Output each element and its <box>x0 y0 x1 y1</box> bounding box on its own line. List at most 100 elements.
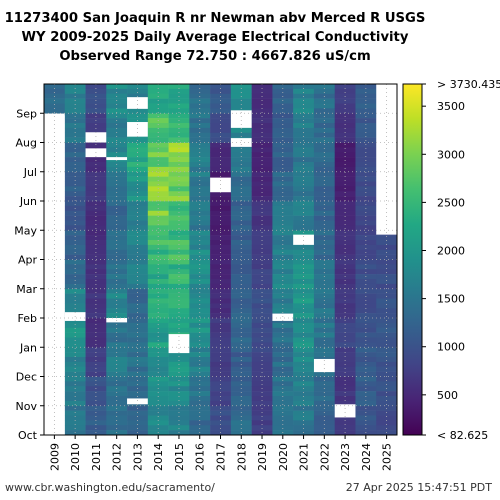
heatmap-cell <box>64 98 86 104</box>
heatmap-cell <box>251 196 273 202</box>
heatmap-cell <box>85 166 107 173</box>
heatmap-cell <box>168 157 190 163</box>
missing-data-gap <box>334 404 356 418</box>
heatmap-cell <box>85 269 107 275</box>
heatmap-cell <box>272 152 294 158</box>
heatmap-cell <box>168 352 190 358</box>
heatmap-cell <box>230 420 252 426</box>
heatmap-cell <box>313 166 335 173</box>
heatmap-cell <box>64 108 86 114</box>
heatmap-cell <box>147 127 169 134</box>
heatmap-cell <box>85 191 107 197</box>
heatmap-cell <box>106 244 128 251</box>
heatmap-cell <box>313 244 335 251</box>
title-line-2: WY 2009-2025 Daily Average Electrical Co… <box>21 30 409 45</box>
heatmap-cell <box>272 391 294 397</box>
heatmap-cell <box>106 132 128 138</box>
missing-data-gap <box>127 398 148 405</box>
colorbar-tick-label: 3500 <box>437 100 465 113</box>
heatmap-cell <box>251 88 273 95</box>
heatmap-cell <box>272 84 294 90</box>
heatmap-cell <box>313 381 335 387</box>
heatmap-cell <box>168 215 190 221</box>
heatmap-cell <box>272 352 294 358</box>
heatmap-cell <box>189 166 211 173</box>
heatmap-cell <box>272 113 294 119</box>
heatmap-cell <box>127 410 149 416</box>
heatmap-cell <box>313 123 335 129</box>
heatmap-cell <box>189 391 211 397</box>
heatmap-cell <box>168 210 190 216</box>
heatmap-cell <box>334 152 356 158</box>
heatmap-cell <box>313 220 335 226</box>
heatmap-cell <box>272 98 294 104</box>
heatmap-cell <box>272 259 294 265</box>
heatmap-cell <box>313 391 335 397</box>
heatmap-cell <box>313 376 335 382</box>
heatmap-cell <box>230 366 252 372</box>
heatmap-cell <box>147 240 169 246</box>
heatmap-cell <box>355 176 377 182</box>
heatmap-cell <box>189 201 211 207</box>
heatmap-cell <box>147 303 169 309</box>
heatmap-cell <box>168 98 190 104</box>
heatmap-cell <box>147 176 169 182</box>
heatmap-cell <box>334 210 356 216</box>
heatmap-cell <box>313 142 335 148</box>
heatmap-cell <box>64 410 86 416</box>
heatmap-cell <box>293 322 315 329</box>
title-line-3: Observed Range 72.750 : 4667.826 uS/cm <box>59 49 371 64</box>
y-tick-label: Aug <box>16 137 37 150</box>
heatmap-cell <box>355 132 377 138</box>
missing-data-gap <box>85 132 107 143</box>
heatmap-cell <box>106 210 128 216</box>
heatmap-cell <box>106 283 128 290</box>
heatmap-cell <box>64 332 86 338</box>
heatmap-cell <box>127 371 149 377</box>
heatmap-cell <box>272 108 294 114</box>
heatmap-cell <box>147 381 169 387</box>
heatmap-cell <box>147 152 169 158</box>
heatmap-cell <box>230 259 252 265</box>
heatmap-cell <box>168 391 190 397</box>
heatmap-cell <box>85 352 107 358</box>
heatmap-cell <box>355 171 377 177</box>
heatmap-cell <box>127 215 149 221</box>
heatmap-cell <box>355 264 377 270</box>
colorbar-tick-label: 2500 <box>437 196 465 209</box>
heatmap-cell <box>376 313 398 319</box>
heatmap-cell <box>64 210 86 216</box>
heatmap-cell <box>127 196 149 202</box>
heatmap-cell <box>251 308 273 314</box>
heatmap-cell <box>376 376 398 382</box>
heatmap-cell <box>313 313 335 319</box>
heatmap-cell <box>168 327 190 333</box>
heatmap-cell <box>147 103 169 109</box>
heatmap-cell <box>189 298 211 304</box>
heatmap-cell <box>106 391 128 397</box>
x-tick-label: 2020 <box>277 443 290 471</box>
heatmap-cell <box>251 142 273 148</box>
heatmap-cell <box>230 240 252 246</box>
heatmap-cell <box>293 376 315 382</box>
heatmap-cell <box>147 322 169 329</box>
heatmap-cell <box>64 88 86 95</box>
heatmap-cell <box>230 132 252 138</box>
x-tick-label: 2023 <box>339 443 352 471</box>
heatmap-cell <box>210 308 232 314</box>
heatmap-cell <box>376 235 398 241</box>
heatmap-cell <box>230 191 252 197</box>
heatmap-cell <box>376 381 398 387</box>
heatmap-cell <box>230 313 252 319</box>
heatmap-cell <box>64 132 86 138</box>
heatmap-cell <box>355 327 377 333</box>
heatmap-cell <box>293 215 315 221</box>
heatmap-cell <box>64 147 86 153</box>
heatmap-cell <box>168 196 190 202</box>
heatmap-cell <box>85 123 107 129</box>
heatmap-cell <box>251 357 273 363</box>
heatmap-cell <box>106 108 128 114</box>
heatmap-cell <box>230 264 252 270</box>
heatmap-cell <box>355 376 377 382</box>
heatmap-cell <box>334 88 356 95</box>
